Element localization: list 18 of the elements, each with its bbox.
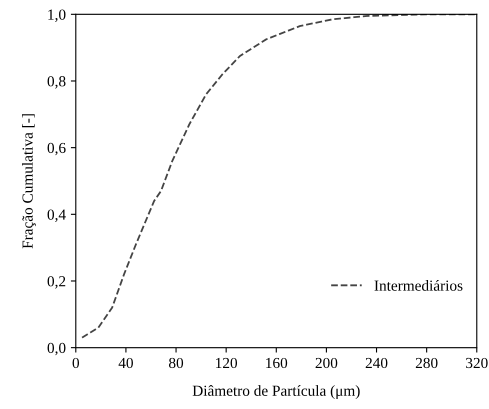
y-tick-label: 0,2 — [48, 276, 66, 289]
y-axis-title: Fração Cumulativa [-] — [22, 114, 36, 248]
y-tick-label: 0,4 — [48, 209, 66, 222]
x-tick-label: 320 — [466, 358, 488, 368]
x-tick-label: 240 — [366, 358, 388, 368]
x-tick-label: 160 — [266, 358, 288, 368]
x-tick-label: 80 — [168, 358, 184, 368]
x-tick-label: 40 — [118, 358, 133, 368]
y-tick-label: 0,6 — [48, 142, 66, 156]
x-tick-label: 120 — [216, 358, 238, 368]
x-tick-label: 0 — [72, 358, 80, 368]
y-tick-label: 0,0 — [48, 342, 66, 356]
x-axis-title: Diâmetro de Partícula (μm) — [192, 385, 360, 400]
x-tick-label: 200 — [316, 358, 338, 368]
x-tick-label: 280 — [416, 358, 438, 368]
legend-label: Intermediários — [374, 280, 462, 291]
y-tick-label: 0,8 — [48, 76, 66, 89]
y-tick-label: 1,0 — [48, 9, 66, 22]
